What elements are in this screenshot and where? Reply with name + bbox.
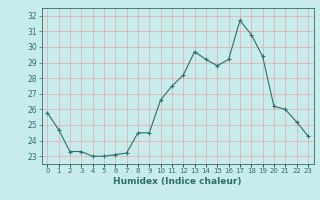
X-axis label: Humidex (Indice chaleur): Humidex (Indice chaleur) [113,177,242,186]
